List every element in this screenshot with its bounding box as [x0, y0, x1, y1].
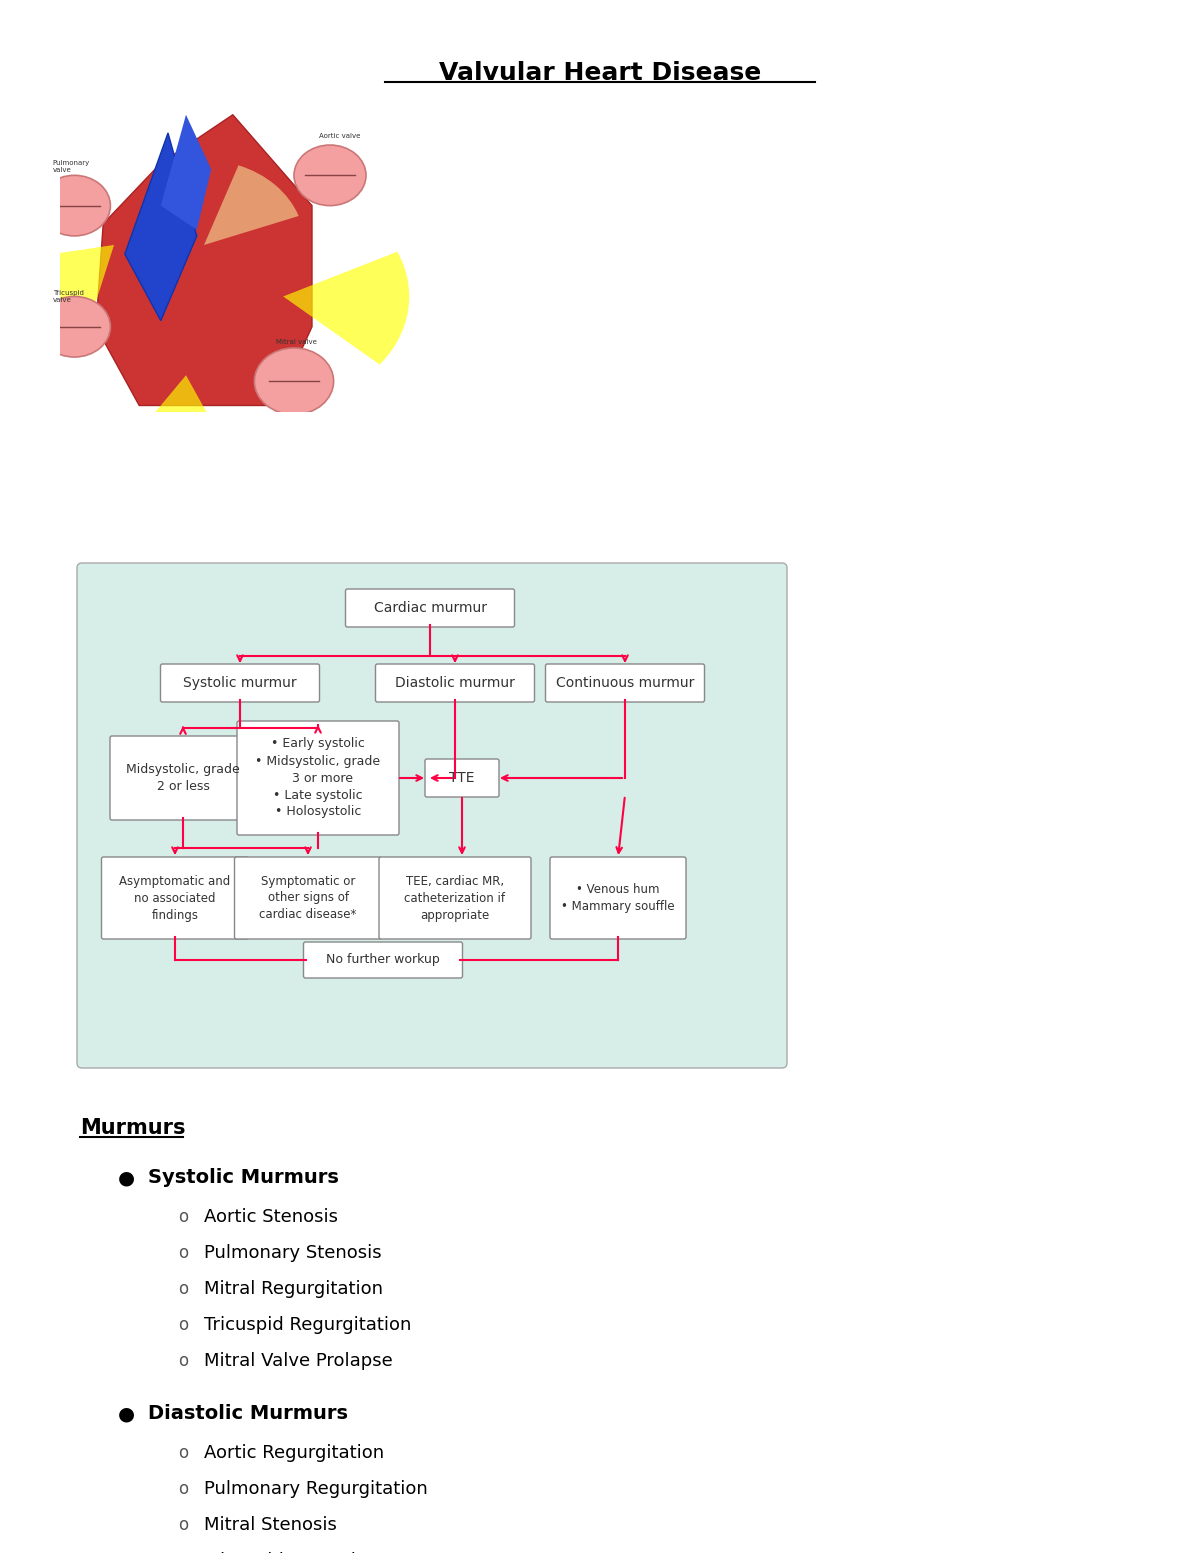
Text: Systolic Murmurs: Systolic Murmurs — [148, 1168, 338, 1186]
FancyBboxPatch shape — [102, 857, 248, 940]
Text: Tricuspid Regurgitation: Tricuspid Regurgitation — [204, 1315, 412, 1334]
FancyBboxPatch shape — [77, 564, 787, 1068]
Text: ●: ● — [118, 1404, 134, 1423]
Text: o: o — [178, 1280, 188, 1298]
Text: o: o — [178, 1516, 188, 1534]
FancyBboxPatch shape — [110, 736, 256, 820]
Wedge shape — [120, 376, 235, 472]
FancyBboxPatch shape — [346, 589, 515, 627]
Polygon shape — [125, 134, 197, 321]
Text: No further workup: No further workup — [326, 954, 440, 966]
FancyBboxPatch shape — [550, 857, 686, 940]
Text: Cardiac murmur: Cardiac murmur — [373, 601, 486, 615]
Text: Continuous murmur: Continuous murmur — [556, 676, 694, 690]
Text: o: o — [178, 1315, 188, 1334]
FancyBboxPatch shape — [161, 665, 319, 702]
Text: Tricuspid
valve: Tricuspid valve — [53, 290, 84, 303]
Text: Midsystolic, grade
2 or less: Midsystolic, grade 2 or less — [126, 763, 240, 794]
Polygon shape — [161, 115, 211, 230]
FancyBboxPatch shape — [546, 665, 704, 702]
Text: Murmurs: Murmurs — [80, 1118, 186, 1138]
FancyBboxPatch shape — [425, 759, 499, 797]
Text: Mitral Regurgitation: Mitral Regurgitation — [204, 1280, 383, 1298]
Circle shape — [254, 348, 334, 415]
Circle shape — [38, 297, 110, 357]
Text: Pulmonary Stenosis: Pulmonary Stenosis — [204, 1244, 382, 1263]
Text: o: o — [178, 1208, 188, 1225]
Wedge shape — [283, 252, 409, 365]
Text: TTE: TTE — [449, 770, 475, 784]
Text: Diastolic murmur: Diastolic murmur — [395, 676, 515, 690]
Text: Mitral Valve Prolapse: Mitral Valve Prolapse — [204, 1353, 392, 1370]
FancyBboxPatch shape — [238, 721, 398, 836]
Text: Aortic Stenosis: Aortic Stenosis — [204, 1208, 338, 1225]
Text: Systolic murmur: Systolic murmur — [184, 676, 296, 690]
Text: TEE, cardiac MR,
catheterization if
appropriate: TEE, cardiac MR, catheterization if appr… — [404, 874, 505, 921]
Text: Pulmonary Regurgitation: Pulmonary Regurgitation — [204, 1480, 427, 1499]
Text: o: o — [178, 1480, 188, 1499]
Text: Mitral valve: Mitral valve — [276, 339, 317, 345]
Text: o: o — [178, 1353, 188, 1370]
Text: Mitral Stenosis: Mitral Stenosis — [204, 1516, 337, 1534]
Text: ●: ● — [118, 1168, 134, 1186]
Text: Pulmonary
valve: Pulmonary valve — [53, 160, 90, 172]
Text: Diastolic Murmurs: Diastolic Murmurs — [148, 1404, 348, 1423]
Text: o: o — [178, 1244, 188, 1263]
Circle shape — [38, 175, 110, 236]
FancyBboxPatch shape — [304, 943, 462, 978]
Polygon shape — [96, 115, 312, 405]
Text: Valvular Heart Disease: Valvular Heart Disease — [439, 61, 761, 85]
Wedge shape — [204, 165, 299, 245]
Text: Aortic Regurgitation: Aortic Regurgitation — [204, 1444, 384, 1461]
Text: Asymptomatic and
no associated
findings: Asymptomatic and no associated findings — [119, 874, 230, 921]
FancyBboxPatch shape — [379, 857, 530, 940]
Text: Symptomatic or
other signs of
cardiac disease*: Symptomatic or other signs of cardiac di… — [259, 874, 356, 921]
Text: • Early systolic
• Midsystolic, grade
  3 or more
• Late systolic
• Holosystolic: • Early systolic • Midsystolic, grade 3 … — [256, 738, 380, 818]
FancyBboxPatch shape — [234, 857, 382, 940]
FancyBboxPatch shape — [376, 665, 534, 702]
Text: Aortic valve: Aortic valve — [319, 134, 360, 138]
Text: • Venous hum
• Mammary souffle: • Venous hum • Mammary souffle — [562, 884, 674, 913]
Wedge shape — [7, 245, 114, 332]
Circle shape — [294, 144, 366, 205]
Text: o: o — [178, 1444, 188, 1461]
